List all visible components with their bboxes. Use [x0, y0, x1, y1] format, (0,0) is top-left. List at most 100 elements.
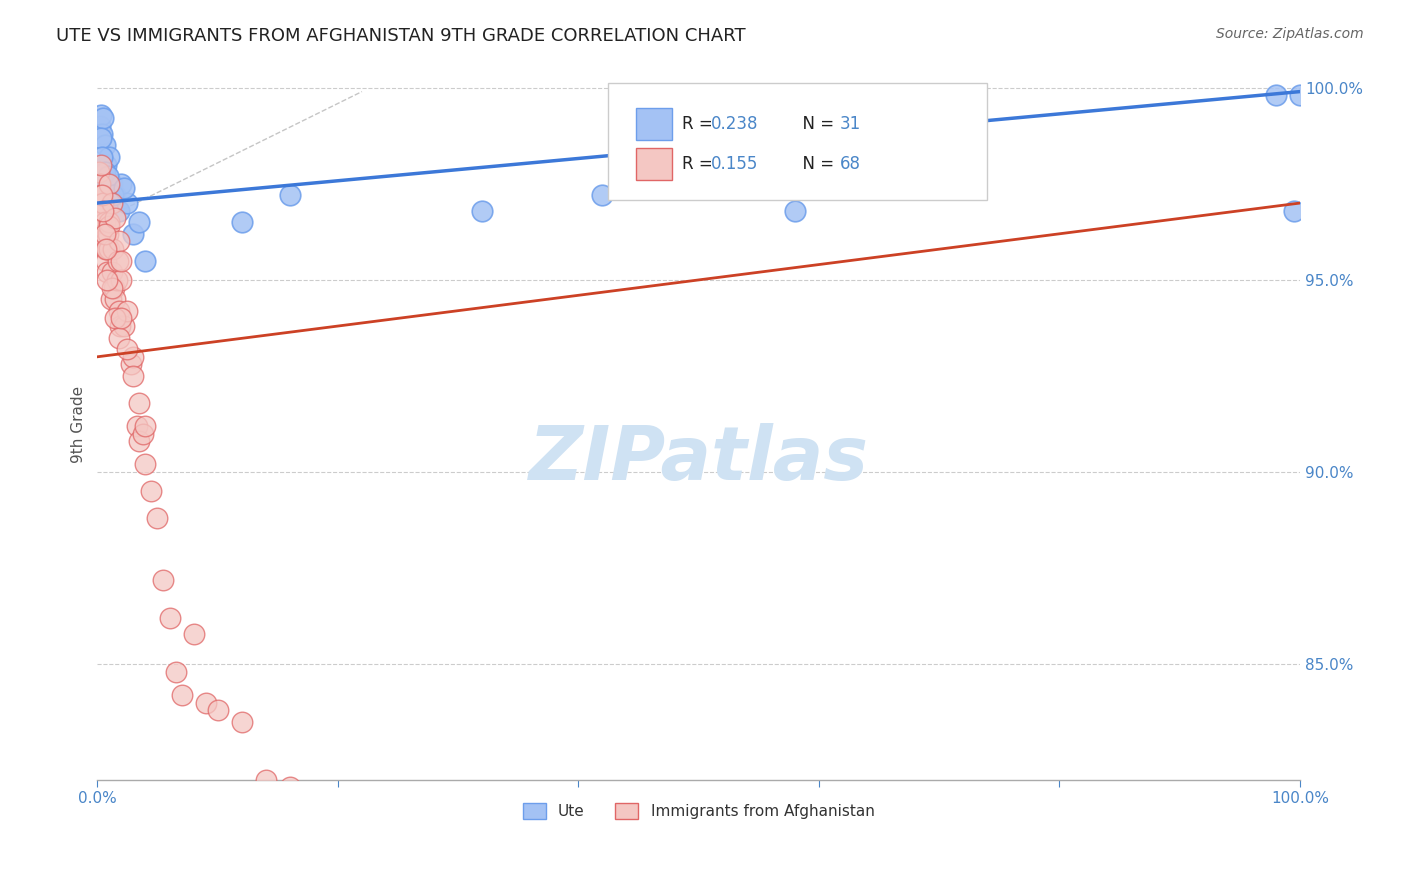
Point — [101, 265, 124, 279]
Point — [101, 196, 124, 211]
Point — [94, 158, 117, 172]
Point — [1289, 88, 1312, 103]
Point — [170, 688, 193, 702]
Point — [100, 292, 122, 306]
Point — [231, 215, 253, 229]
Point — [105, 273, 128, 287]
Point — [183, 626, 205, 640]
Point — [104, 188, 127, 202]
Point — [152, 573, 174, 587]
Point — [1265, 88, 1288, 103]
Point — [128, 434, 150, 449]
Point — [108, 203, 131, 218]
Point — [98, 219, 121, 233]
Point — [146, 511, 169, 525]
Point — [89, 119, 111, 133]
Point — [104, 292, 127, 306]
Point — [90, 108, 112, 122]
Text: ZIPatlas: ZIPatlas — [529, 423, 869, 496]
Point — [165, 665, 187, 679]
Point — [231, 714, 253, 729]
Point — [117, 196, 139, 211]
Point — [89, 203, 111, 218]
Point — [101, 188, 124, 202]
Point — [110, 253, 132, 268]
Point — [134, 458, 156, 472]
Point — [93, 227, 115, 241]
Point — [108, 235, 131, 249]
Point — [90, 215, 112, 229]
Point — [91, 188, 114, 202]
Point — [96, 273, 118, 287]
Point — [132, 426, 155, 441]
Text: 31: 31 — [839, 115, 860, 133]
Point — [93, 227, 115, 241]
Point — [90, 130, 112, 145]
Point — [93, 196, 115, 211]
Point — [93, 242, 115, 256]
Point — [101, 177, 124, 191]
Point — [98, 177, 121, 191]
Text: 0.238: 0.238 — [710, 115, 758, 133]
Point — [1282, 203, 1305, 218]
Point — [93, 203, 115, 218]
Point — [134, 419, 156, 434]
Point — [278, 780, 301, 795]
Point — [104, 311, 127, 326]
Point — [96, 265, 118, 279]
Point — [93, 165, 115, 179]
Point — [110, 311, 132, 326]
FancyBboxPatch shape — [636, 108, 672, 140]
Point — [110, 273, 132, 287]
Point — [117, 303, 139, 318]
Point — [110, 177, 132, 191]
Point — [101, 280, 124, 294]
Text: UTE VS IMMIGRANTS FROM AFGHANISTAN 9TH GRADE CORRELATION CHART: UTE VS IMMIGRANTS FROM AFGHANISTAN 9TH G… — [56, 27, 745, 45]
FancyBboxPatch shape — [609, 83, 987, 200]
Point — [783, 203, 806, 218]
Point — [104, 211, 127, 226]
Point — [91, 150, 114, 164]
Point — [108, 303, 131, 318]
Point — [96, 177, 118, 191]
Point — [90, 158, 112, 172]
Point — [90, 188, 112, 202]
Text: 68: 68 — [839, 155, 860, 173]
Point — [122, 350, 145, 364]
Point — [471, 203, 494, 218]
FancyBboxPatch shape — [636, 148, 672, 180]
Point — [278, 188, 301, 202]
Point — [120, 358, 142, 372]
Point — [112, 180, 135, 194]
Point — [159, 611, 181, 625]
Point — [117, 342, 139, 356]
Point — [89, 177, 111, 191]
Point — [134, 253, 156, 268]
Point — [96, 242, 118, 256]
Point — [254, 772, 277, 787]
Point — [122, 369, 145, 384]
Text: R =: R = — [682, 115, 718, 133]
Point — [108, 319, 131, 334]
Point — [98, 150, 121, 164]
Point — [97, 169, 120, 183]
Point — [107, 253, 129, 268]
Point — [103, 280, 125, 294]
Point — [94, 242, 117, 256]
Point — [141, 484, 163, 499]
Text: Source: ZipAtlas.com: Source: ZipAtlas.com — [1216, 27, 1364, 41]
Point — [93, 112, 115, 126]
Point — [122, 227, 145, 241]
Point — [207, 703, 229, 717]
Point — [112, 319, 135, 334]
Text: N =: N = — [793, 155, 839, 173]
Point — [128, 215, 150, 229]
Point — [93, 215, 115, 229]
Point — [98, 215, 121, 229]
Point — [194, 696, 217, 710]
Point — [87, 165, 110, 179]
Point — [94, 253, 117, 268]
Point — [91, 127, 114, 141]
Point — [98, 242, 121, 256]
Point — [108, 330, 131, 344]
